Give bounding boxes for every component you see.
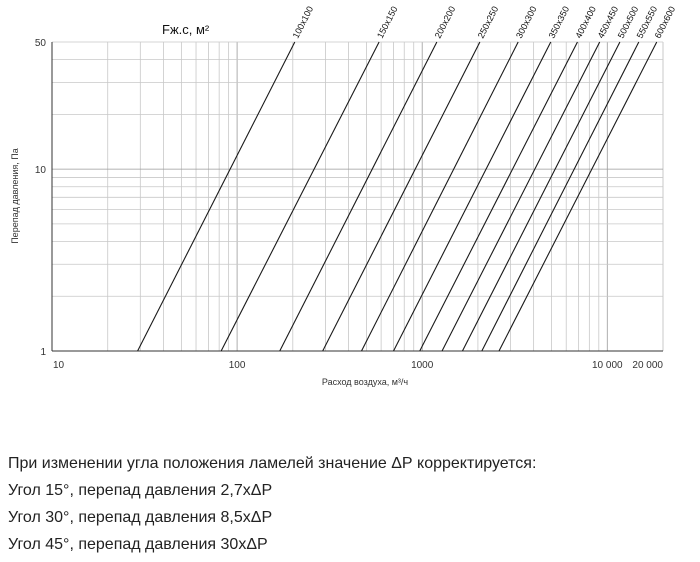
series-line bbox=[419, 41, 578, 352]
note-angle-30: Угол 30°, перепад давления 8,5хΔР bbox=[8, 509, 273, 526]
series-line bbox=[322, 41, 481, 352]
x-tick-label: 10 000 bbox=[592, 360, 623, 371]
notes-heading: При изменении угла положения ламелей зна… bbox=[8, 455, 537, 472]
chart-title: Fж.с, м² bbox=[162, 22, 210, 37]
x-tick-label: 1000 bbox=[411, 360, 434, 371]
series-line bbox=[361, 41, 519, 352]
series-line bbox=[393, 41, 552, 352]
correction-notes: При изменении угла положения ламелей зна… bbox=[8, 450, 536, 558]
series-label: 150x150 bbox=[375, 5, 400, 40]
y-tick-label: 50 bbox=[35, 38, 47, 49]
note-angle-45: Угол 45°, перепад давления 30хΔР bbox=[8, 536, 268, 553]
x-tick-label: 20 000 bbox=[632, 360, 663, 371]
series-label: 400x400 bbox=[573, 5, 598, 40]
x-tick-label: 100 bbox=[229, 360, 246, 371]
series-line bbox=[441, 41, 601, 352]
series-line bbox=[137, 41, 296, 352]
series-line bbox=[481, 41, 640, 352]
pressure-drop-chart: 10 100 1000 10 000 20 000 1 10 50 100x100 150x15… bbox=[10, 5, 677, 387]
y-tick-label: 10 bbox=[35, 165, 47, 176]
series-label: 100x100 bbox=[291, 5, 316, 40]
series-line bbox=[498, 41, 658, 352]
series-line bbox=[461, 41, 621, 352]
series-label: 300x300 bbox=[514, 5, 539, 40]
series-label: 350x350 bbox=[547, 5, 572, 40]
y-tick-label: 1 bbox=[40, 347, 46, 358]
series-line bbox=[220, 41, 380, 352]
series-line bbox=[279, 41, 438, 352]
note-angle-15: Угол 15°, перепад давления 2,7хΔР bbox=[8, 482, 273, 499]
x-tick-label: 10 bbox=[53, 360, 65, 371]
series-label: 250x250 bbox=[476, 5, 501, 40]
y-axis-title: Перепад давления, Па bbox=[10, 148, 20, 244]
chart-axes: 10 100 1000 10 000 20 000 1 10 50 bbox=[35, 38, 664, 371]
series-label: 200x200 bbox=[433, 5, 458, 40]
chart-grid bbox=[51, 41, 664, 352]
x-axis-title: Расход воздуха, м³/ч bbox=[322, 377, 409, 387]
